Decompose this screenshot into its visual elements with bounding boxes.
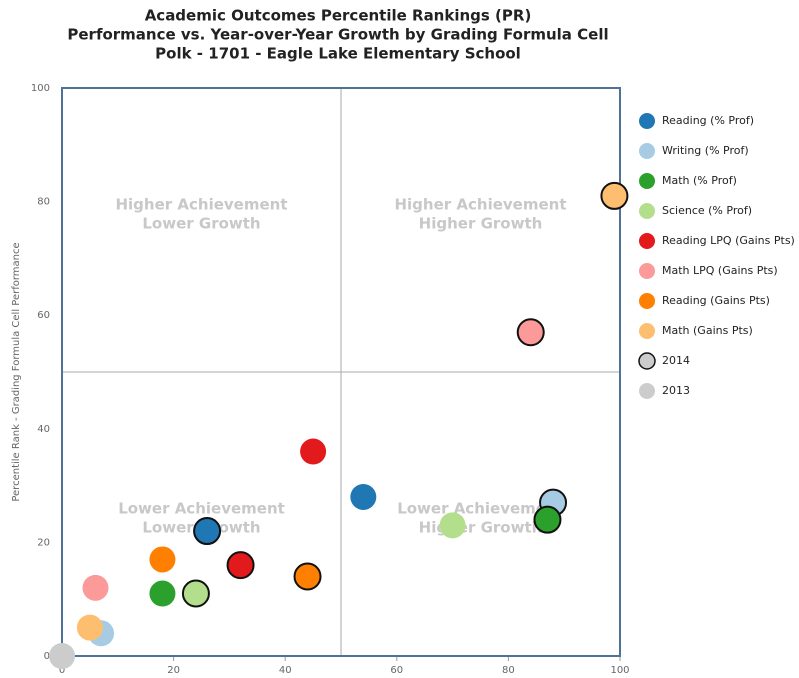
legend-swatch [639, 113, 655, 129]
x-tick-label: 0 [59, 665, 65, 676]
legend-label: Reading (% Prof) [662, 114, 754, 127]
quadrant-label: Higher Growth [419, 215, 543, 233]
legend-swatch [639, 263, 655, 279]
quadrant-label: Lower Achievement [118, 500, 285, 518]
legend-swatch [639, 293, 655, 309]
x-tick-label: 80 [502, 665, 515, 676]
y-tick-label: 60 [37, 310, 50, 321]
data-point [226, 551, 255, 580]
data-point [300, 438, 327, 465]
chart-subtitle: Polk - 1701 - Eagle Lake Elementary Scho… [155, 45, 521, 63]
legend-label: Math LPQ (Gains Pts) [662, 264, 778, 277]
legend-swatch [639, 233, 655, 249]
quadrant-label: Lower Growth [142, 215, 260, 233]
data-point [516, 318, 545, 347]
legend-label: Science (% Prof) [662, 204, 752, 217]
legend-label: 2013 [662, 384, 690, 397]
data-point [193, 517, 222, 546]
y-tick-label: 40 [37, 424, 50, 435]
plot-border [61, 87, 621, 657]
data-point [76, 614, 103, 641]
y-tick-label: 100 [31, 83, 50, 94]
quadrant-label: Higher Achievement [394, 196, 566, 214]
legend-swatch [639, 173, 655, 189]
legend-swatch [639, 203, 655, 219]
data-point [350, 483, 377, 510]
legend-label: Writing (% Prof) [662, 144, 749, 157]
x-tick-label: 20 [167, 665, 180, 676]
legend-swatch [639, 383, 655, 399]
y-tick-label: 20 [37, 537, 50, 548]
quadrant-label: Higher Growth [419, 519, 543, 537]
chart-title: Academic Outcomes Percentile Rankings (P… [145, 7, 532, 25]
y-axis-label: Percentile Rank - Grading Formula Cell P… [11, 242, 22, 501]
legend-label: Reading LPQ (Gains Pts) [662, 234, 795, 247]
data-point [149, 580, 176, 607]
data-point [439, 512, 466, 539]
data-point [181, 579, 210, 608]
legend-label: Math (Gains Pts) [662, 324, 753, 337]
legend-label: Math (% Prof) [662, 174, 737, 187]
y-tick-label: 0 [44, 651, 50, 662]
legend-label: 2014 [662, 354, 690, 367]
data-point [149, 546, 176, 573]
chart-subtitle: Performance vs. Year-over-Year Growth by… [67, 26, 608, 44]
legend-label: Reading (Gains Pts) [662, 294, 770, 307]
y-tick-label: 80 [37, 197, 50, 208]
data-point [82, 574, 109, 601]
data-point [533, 505, 562, 534]
legend-swatch [639, 143, 655, 159]
x-tick-label: 100 [610, 665, 629, 676]
quadrant-label: Higher Achievement [115, 196, 287, 214]
data-point [49, 643, 75, 669]
x-tick-label: 40 [279, 665, 292, 676]
data-point [293, 562, 322, 591]
quadrant-label: Lower Achievement [397, 500, 564, 518]
x-tick-label: 60 [390, 665, 403, 676]
data-point [600, 181, 629, 210]
legend-swatch [639, 323, 655, 339]
legend-swatch [638, 352, 656, 370]
